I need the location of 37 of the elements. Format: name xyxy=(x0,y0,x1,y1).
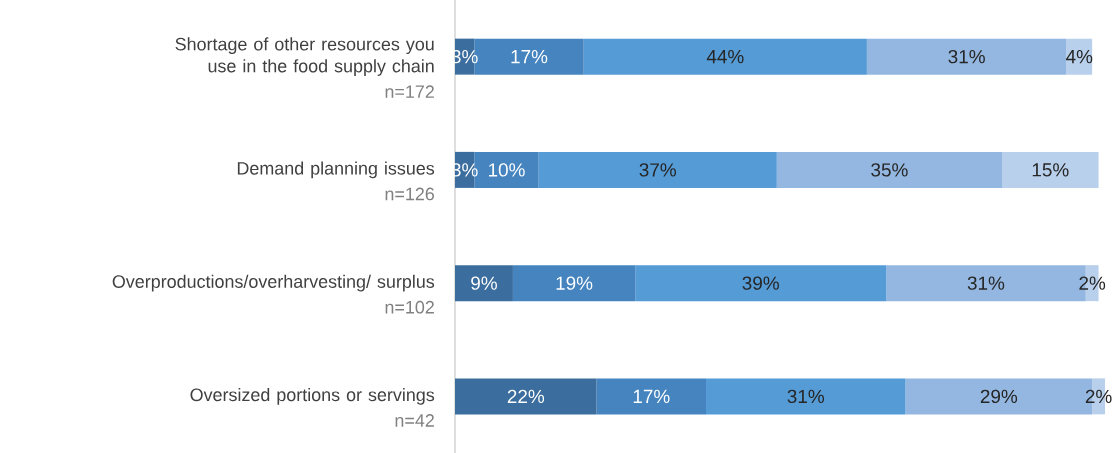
data-label: 15% xyxy=(1032,163,1069,177)
y-tick-label: Oversized portions or servings xyxy=(190,388,435,405)
data-label: 39% xyxy=(742,276,779,290)
bar xyxy=(596,378,706,415)
text: n=102 xyxy=(385,300,434,314)
text: n=172 xyxy=(385,85,434,98)
data-label: 4% xyxy=(1066,50,1093,64)
bar xyxy=(583,38,867,75)
text: n=126 xyxy=(385,187,435,201)
bar xyxy=(512,265,636,302)
data-label: 2% xyxy=(1085,389,1112,404)
data-label: 17% xyxy=(633,389,670,403)
text: n=42 xyxy=(395,414,434,427)
data-label: 29% xyxy=(980,389,1018,404)
bar xyxy=(1002,151,1099,188)
data-label: 19% xyxy=(556,276,593,290)
data-label: 9% xyxy=(471,276,497,290)
data-label: 2% xyxy=(1079,276,1106,290)
data-label: 31% xyxy=(948,49,985,64)
bar xyxy=(776,151,1003,188)
y-tick-label: Demand planning issues xyxy=(237,161,435,179)
bar xyxy=(538,151,777,188)
bar xyxy=(866,38,1067,75)
data-label: 37% xyxy=(639,163,676,177)
data-label: 31% xyxy=(967,276,1005,290)
data-label: 10% xyxy=(488,163,525,177)
bar xyxy=(635,265,887,302)
y-tick-label: Shortage of other resources you use in the food supply chain xyxy=(175,37,434,76)
bar xyxy=(455,265,513,302)
bar xyxy=(706,378,906,415)
y-tick-label: Overproductions/overharvesting/ surplus xyxy=(112,274,435,292)
data-label: 22% xyxy=(507,389,545,404)
data-label: 31% xyxy=(787,389,825,404)
bar xyxy=(455,378,597,415)
data-label: 35% xyxy=(871,163,908,177)
data-label: 44% xyxy=(706,50,744,64)
data-label: 17% xyxy=(511,50,548,64)
